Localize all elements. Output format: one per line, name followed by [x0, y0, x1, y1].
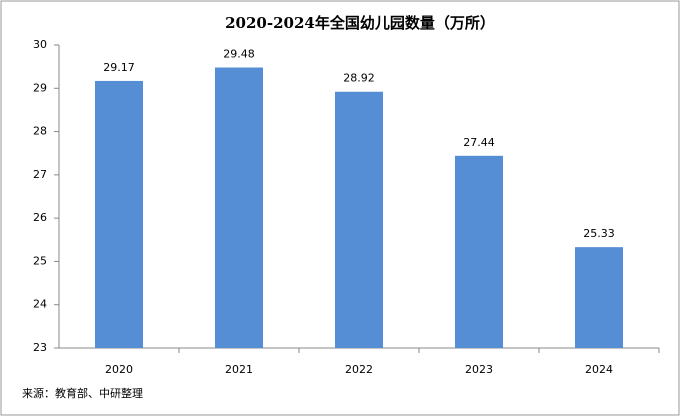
bar: [575, 247, 623, 348]
x-tick-label: 2020: [105, 363, 133, 376]
y-tick-label: 29: [33, 81, 47, 94]
bar: [455, 155, 503, 348]
y-tick-label: 30: [33, 38, 47, 51]
bar: [215, 67, 263, 348]
chart-title: 2020-2024年全国幼儿园数量（万所）: [225, 14, 495, 32]
y-tick-label: 28: [33, 125, 47, 138]
data-label: 25.33: [583, 227, 615, 240]
x-tick-label: 2022: [345, 363, 373, 376]
y-tick-label: 26: [33, 211, 47, 224]
bar: [95, 80, 143, 349]
source-note: 来源：教育部、中研整理: [22, 386, 143, 400]
x-tick-label: 2024: [585, 363, 613, 376]
y-tick-label: 23: [33, 341, 47, 354]
bar: [335, 91, 383, 349]
x-tick-label: 2021: [225, 363, 253, 376]
y-tick-label: 27: [33, 168, 47, 181]
y-tick-label: 25: [33, 254, 47, 267]
x-tick-label: 2023: [465, 363, 493, 376]
data-label: 29.17: [103, 61, 135, 74]
data-label: 28.92: [343, 72, 375, 85]
data-label: 29.48: [223, 48, 255, 61]
data-label: 27.44: [463, 136, 495, 149]
y-tick-label: 24: [33, 298, 47, 311]
